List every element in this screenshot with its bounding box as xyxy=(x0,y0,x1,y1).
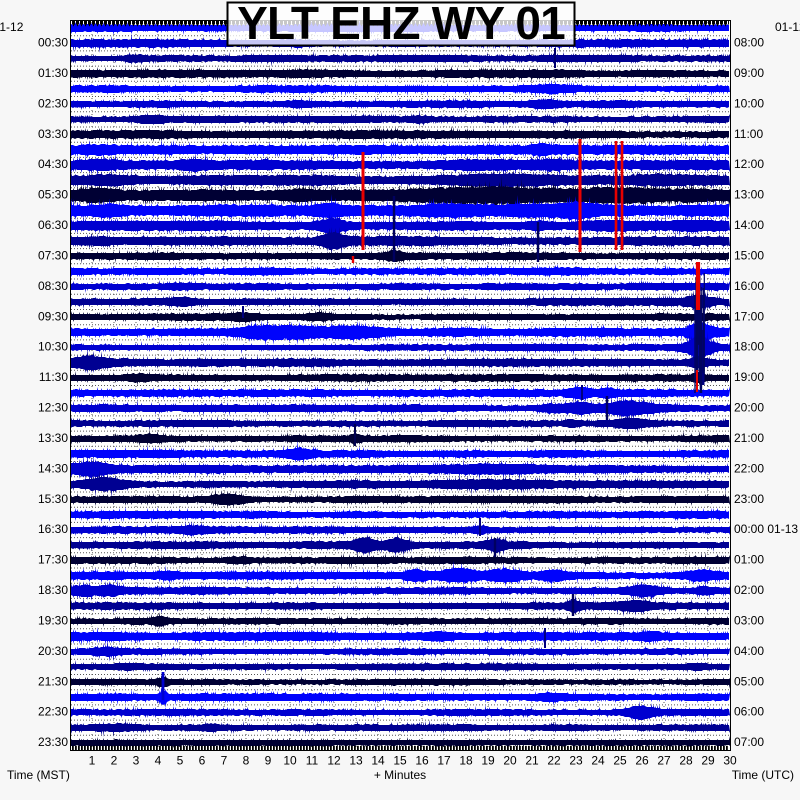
svg-text:19:00: 19:00 xyxy=(734,370,764,384)
svg-text:13:30: 13:30 xyxy=(38,431,68,445)
svg-text:23:00: 23:00 xyxy=(734,492,764,506)
svg-text:11:30: 11:30 xyxy=(39,370,68,384)
svg-text:00:00 01-13: 00:00 01-13 xyxy=(734,522,798,536)
svg-text:23: 23 xyxy=(569,754,583,768)
svg-text:9: 9 xyxy=(265,754,272,768)
svg-text:16:30: 16:30 xyxy=(38,522,68,536)
svg-text:29: 29 xyxy=(701,754,715,768)
svg-text:15:00: 15:00 xyxy=(734,248,764,262)
svg-text:19: 19 xyxy=(481,754,495,768)
svg-text:YLT EHZ WY 01: YLT EHZ WY 01 xyxy=(237,0,565,49)
svg-text:17:30: 17:30 xyxy=(38,553,68,567)
svg-text:07:00: 07:00 xyxy=(734,735,764,749)
svg-text:15:30: 15:30 xyxy=(38,492,68,506)
svg-text:1: 1 xyxy=(89,754,96,768)
svg-text:01-12: 01-12 xyxy=(775,20,800,34)
svg-text:10:00: 10:00 xyxy=(734,96,764,110)
svg-text:23:30: 23:30 xyxy=(38,735,68,749)
svg-text:26: 26 xyxy=(635,754,649,768)
svg-text:20:30: 20:30 xyxy=(38,644,68,658)
svg-text:14:30: 14:30 xyxy=(38,461,68,475)
svg-text:01:00: 01:00 xyxy=(734,553,764,567)
svg-text:30: 30 xyxy=(723,754,737,768)
svg-text:06:30: 06:30 xyxy=(38,218,68,232)
svg-text:02:30: 02:30 xyxy=(38,96,68,110)
svg-text:12: 12 xyxy=(327,754,341,768)
svg-text:2: 2 xyxy=(111,754,118,768)
svg-text:12:30: 12:30 xyxy=(38,401,68,415)
svg-text:7: 7 xyxy=(221,754,228,768)
svg-text:19:30: 19:30 xyxy=(38,613,68,627)
svg-text:18: 18 xyxy=(459,754,473,768)
svg-text:17:00: 17:00 xyxy=(734,309,764,323)
svg-text:21: 21 xyxy=(525,754,539,768)
svg-text:17: 17 xyxy=(437,754,451,768)
svg-text:4: 4 xyxy=(155,754,162,768)
svg-text:10:30: 10:30 xyxy=(38,340,68,354)
svg-text:27: 27 xyxy=(657,754,671,768)
svg-text:3: 3 xyxy=(133,754,140,768)
svg-text:24: 24 xyxy=(591,754,605,768)
svg-text:06:00: 06:00 xyxy=(734,705,764,719)
svg-text:15: 15 xyxy=(393,754,407,768)
svg-text:03:30: 03:30 xyxy=(38,127,68,141)
svg-text:5: 5 xyxy=(177,754,184,768)
svg-text:09:00: 09:00 xyxy=(734,66,764,80)
svg-text:18:30: 18:30 xyxy=(38,583,68,597)
svg-text:Time (MST): Time (MST) xyxy=(7,768,70,782)
svg-text:07:30: 07:30 xyxy=(38,248,68,262)
svg-text:04:30: 04:30 xyxy=(38,157,68,171)
svg-text:05:00: 05:00 xyxy=(734,674,764,688)
svg-text:04:00: 04:00 xyxy=(734,644,764,658)
svg-text:20:00: 20:00 xyxy=(734,401,764,415)
svg-text:10: 10 xyxy=(283,754,297,768)
svg-text:01-12: 01-12 xyxy=(0,20,24,34)
svg-text:13: 13 xyxy=(349,754,363,768)
svg-text:21:00: 21:00 xyxy=(734,431,764,445)
svg-text:22: 22 xyxy=(547,754,561,768)
svg-text:11: 11 xyxy=(306,754,319,768)
svg-text:18:00: 18:00 xyxy=(734,340,764,354)
svg-text:20: 20 xyxy=(503,754,517,768)
svg-text:05:30: 05:30 xyxy=(38,188,68,202)
svg-text:22:00: 22:00 xyxy=(734,461,764,475)
svg-text:08:00: 08:00 xyxy=(734,36,764,50)
svg-text:01:30: 01:30 xyxy=(38,66,68,80)
svg-text:13:00: 13:00 xyxy=(734,188,764,202)
svg-text:16:00: 16:00 xyxy=(734,279,764,293)
svg-text:25: 25 xyxy=(613,754,627,768)
svg-text:21:30: 21:30 xyxy=(38,674,68,688)
svg-text:16: 16 xyxy=(415,754,429,768)
svg-text:22:30: 22:30 xyxy=(38,705,68,719)
svg-text:03:00: 03:00 xyxy=(734,613,764,627)
svg-text:Time (UTC): Time (UTC) xyxy=(732,768,794,782)
svg-text:08:30: 08:30 xyxy=(38,279,68,293)
svg-text:+ Minutes: + Minutes xyxy=(374,768,426,782)
svg-text:28: 28 xyxy=(679,754,693,768)
svg-text:00:30: 00:30 xyxy=(38,36,68,50)
svg-text:14: 14 xyxy=(371,754,385,768)
svg-text:8: 8 xyxy=(243,754,250,768)
svg-text:02:00: 02:00 xyxy=(734,583,764,597)
svg-text:12:00: 12:00 xyxy=(734,157,764,171)
svg-text:11:00: 11:00 xyxy=(734,127,763,141)
svg-text:14:00: 14:00 xyxy=(734,218,764,232)
svg-text:6: 6 xyxy=(199,754,206,768)
svg-text:09:30: 09:30 xyxy=(38,309,68,323)
